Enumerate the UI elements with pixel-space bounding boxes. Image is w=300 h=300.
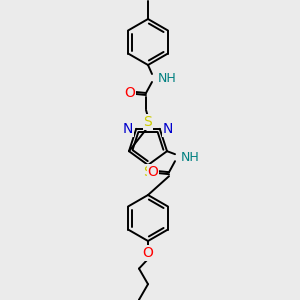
Text: N: N [163, 122, 173, 136]
Text: O: O [148, 165, 158, 179]
Text: S: S [144, 165, 152, 179]
Text: NH: NH [181, 151, 200, 164]
Text: N: N [123, 122, 134, 136]
Text: NH: NH [158, 71, 177, 85]
Text: O: O [142, 246, 153, 260]
Text: S: S [144, 115, 152, 129]
Text: O: O [124, 86, 135, 100]
